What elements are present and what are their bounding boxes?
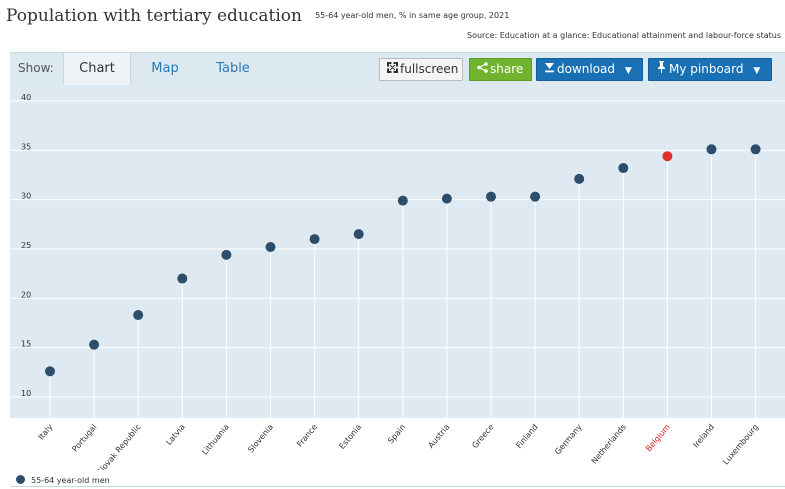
share-button[interactable]: share xyxy=(469,58,532,81)
data-point xyxy=(309,234,320,245)
data-point xyxy=(662,151,673,162)
data-point xyxy=(706,144,717,155)
data-point xyxy=(441,193,452,204)
y-tick-label: 10 xyxy=(21,389,31,398)
toolbar: Show: Chart Map Table fullscreen share d… xyxy=(10,52,785,86)
data-point xyxy=(177,273,188,284)
tab-chart[interactable]: Chart xyxy=(63,53,131,86)
y-tick-label: 30 xyxy=(21,192,31,201)
data-point xyxy=(486,191,496,202)
download-button[interactable]: download ▼ xyxy=(536,58,643,81)
plot-area xyxy=(10,85,785,418)
pinboard-label: My pinboard xyxy=(669,62,744,76)
data-point xyxy=(45,366,55,377)
divider xyxy=(10,486,785,487)
pin-icon xyxy=(655,59,667,80)
data-point xyxy=(530,191,541,202)
data-point xyxy=(574,173,585,184)
data-point xyxy=(89,339,100,350)
y-tick-label: 40 xyxy=(21,93,31,102)
x-tick-label: Ireland xyxy=(691,423,716,450)
y-tick-label: 20 xyxy=(21,290,31,299)
expand-icon xyxy=(386,59,398,80)
chevron-down-icon: ▼ xyxy=(753,66,761,76)
x-tick-label: Austria xyxy=(426,422,451,450)
data-point xyxy=(133,310,144,321)
show-label: Show: xyxy=(18,61,54,75)
x-tick-label: Spain xyxy=(386,423,407,446)
x-tick-label: Lithuania xyxy=(200,422,231,456)
x-tick-label: Netherlands xyxy=(590,423,628,466)
x-tick-label: Finland xyxy=(514,423,539,451)
fullscreen-label: fullscreen xyxy=(400,62,459,76)
y-tick-label: 15 xyxy=(21,340,31,349)
tab-table[interactable]: Table xyxy=(216,61,250,76)
legend-marker xyxy=(16,475,25,484)
x-tick-label: Belgium xyxy=(644,422,672,453)
chart-title: Population with tertiary education xyxy=(6,6,302,26)
x-tick-label: Portugal xyxy=(70,423,98,454)
y-tick-label: 25 xyxy=(21,241,31,250)
x-tick-label: Slovak Republic xyxy=(95,423,143,470)
data-point xyxy=(353,229,364,240)
data-point xyxy=(750,144,761,155)
x-tick-label: Latvia xyxy=(164,422,187,447)
x-tick-label: Slovenia xyxy=(246,422,275,454)
tab-map[interactable]: Map xyxy=(151,61,179,76)
x-tick-label: Italy xyxy=(36,422,54,441)
chevron-down-icon: ▼ xyxy=(624,66,632,76)
legend-label: 55-64 year-old men xyxy=(31,476,110,485)
x-tick-label: Germany xyxy=(553,422,584,456)
share-label: share xyxy=(490,62,524,76)
source-note[interactable]: Source: Education at a glance: Education… xyxy=(467,31,781,40)
x-tick-label: Greece xyxy=(470,422,495,450)
x-tick-label: Estonia xyxy=(337,422,363,450)
pinboard-button[interactable]: My pinboard ▼ xyxy=(648,58,772,81)
data-point xyxy=(221,249,232,260)
download-icon xyxy=(543,59,555,80)
x-tick-label: Luxembourg xyxy=(721,423,760,467)
x-tick-label: France xyxy=(295,422,319,448)
data-point xyxy=(265,241,276,252)
y-tick-label: 35 xyxy=(21,142,31,151)
data-point xyxy=(618,163,629,174)
data-point xyxy=(397,195,408,206)
chart-subtitle: 55-64 year-old men, % in same age group,… xyxy=(315,11,510,20)
legend: 55-64 year-old men xyxy=(16,475,110,485)
fullscreen-button[interactable]: fullscreen xyxy=(379,58,463,81)
share-icon xyxy=(476,59,488,80)
chart-header: Population with tertiary education 55-64… xyxy=(6,6,509,26)
download-label: download xyxy=(557,62,616,76)
